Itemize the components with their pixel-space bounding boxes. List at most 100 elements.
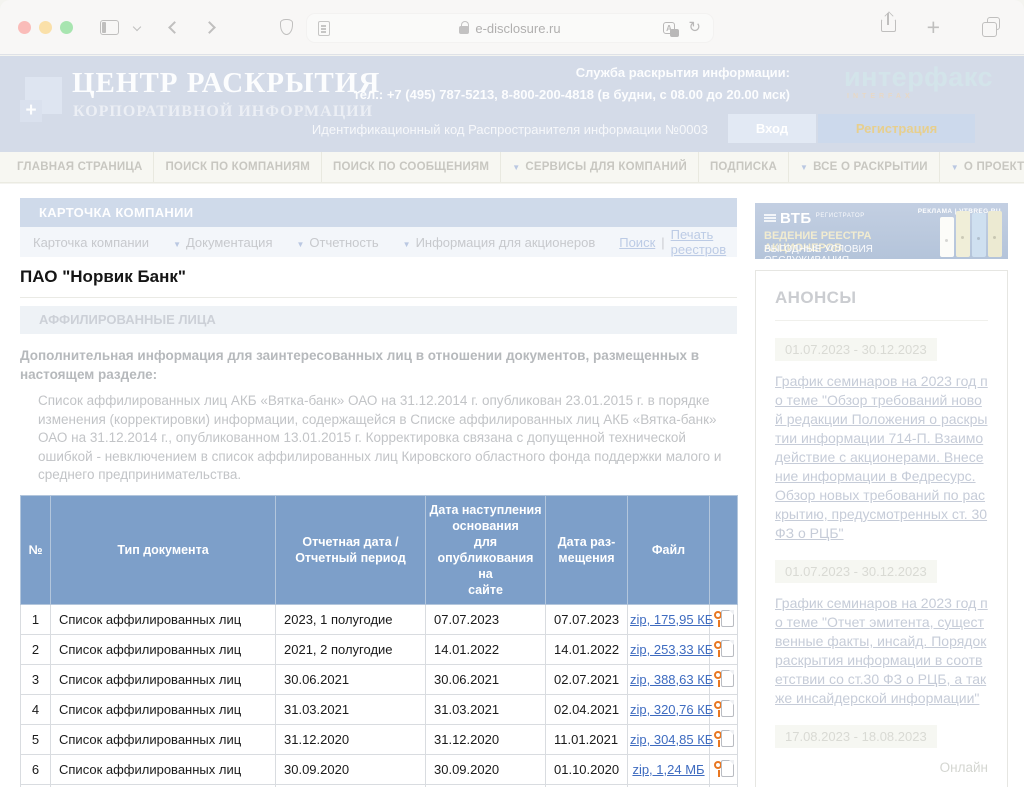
reload-icon[interactable] (688, 18, 701, 36)
documents-table: № Тип документа Отчетная дата / Отчетный… (20, 494, 738, 787)
nav-item-company-search[interactable]: ПОИСК ПО КОМПАНИЯМ (154, 152, 322, 182)
print-registry-link[interactable]: Печать реестров (670, 227, 727, 257)
dropdown-arrow-icon (951, 161, 959, 173)
announcement-item: 01.07.2023 - 30.12.2023 График семинаров… (775, 560, 988, 708)
subnav-documentation[interactable]: Документация (173, 235, 273, 250)
browser-chrome: e-disclosure.ru (0, 0, 1024, 55)
nav-item-message-search[interactable]: ПОИСК ПО СООБЩЕНИЯМ (322, 152, 502, 182)
subnav-shareholder-info[interactable]: Информация для акционеров (403, 235, 596, 250)
table-row: 1 Список аффилированных лиц 2023, 1 полу… (20, 603, 738, 635)
col-num: № (20, 494, 51, 605)
privacy-shield-icon[interactable] (280, 19, 293, 35)
section-title: АФФИЛИРОВАННЫЕ ЛИЦА (20, 306, 737, 334)
announcement-mode: Онлайн (939, 760, 988, 775)
col-doc-type: Тип документа (50, 494, 276, 605)
lock-icon (459, 21, 470, 34)
signature-icon[interactable] (713, 669, 734, 689)
announcement-link[interactable]: График семинаров на 2023 год по теме "От… (775, 595, 988, 706)
new-tab-icon[interactable] (927, 14, 940, 41)
nav-item-about-disclosure[interactable]: ВСЕ О РАСКРЫТИИ (789, 152, 940, 182)
site-title: ЦЕНТР РАСКРЫТИЯ (72, 67, 381, 99)
card-subnav: Карточка компании Документация Отчетност… (20, 227, 737, 257)
zoom-window-button[interactable] (60, 21, 73, 34)
announcements-title: АНОНСЫ (775, 288, 988, 321)
company-name: ПАО "Норвик Банк" (20, 267, 737, 298)
window-controls (18, 21, 73, 34)
file-download-link[interactable]: zip, 175,95 КБ (630, 611, 714, 627)
file-download-link[interactable]: zip, 1,24 МБ (632, 761, 705, 777)
note-paragraph: Список аффилированных лиц АКБ «Вятка-бан… (38, 393, 722, 482)
nav-item-home[interactable]: ГЛАВНАЯ СТРАНИЦА (6, 152, 155, 182)
col-file: Файл (627, 494, 710, 605)
intro-paragraph: Дополнительная информация для заинтересо… (20, 348, 700, 382)
signature-icon[interactable] (713, 639, 734, 659)
site-logo[interactable] (20, 77, 62, 122)
announcements-panel: АНОНСЫ 01.07.2023 - 30.12.2023 График се… (755, 270, 1008, 787)
dropdown-arrow-icon (296, 235, 304, 250)
binders-image (940, 211, 1002, 257)
service-label: Служба раскрытия информации: (575, 65, 790, 80)
logo-plus-icon (20, 100, 42, 122)
dropdown-arrow-icon (800, 161, 808, 173)
page-content: КАРТОЧКА КОМПАНИИ Карточка компании Доку… (0, 184, 1024, 787)
interfax-logo[interactable]: интерфакс INTERFAX (844, 62, 993, 100)
site-header: ЦЕНТР РАСКРЫТИЯ КОРПОРАТИВНОЙ ИНФОРМАЦИИ… (0, 56, 1024, 152)
register-button[interactable]: Регистрация (818, 114, 975, 143)
col-basis-date: Дата наступления основания для опубликов… (425, 494, 546, 605)
col-published: Дата раз- мещения (545, 494, 628, 605)
vtb-ad-banner[interactable]: ВТБ РЕГИСТРАТОР РЕКЛАМА | VTBREG.RU ВЕДЕ… (755, 203, 1008, 259)
card-banner: КАРТОЧКА КОМПАНИИ (20, 198, 737, 227)
announcement-item: 17.08.2023 - 18.08.2023 Онлайн Раскрытие… (775, 725, 988, 787)
col-period: Отчетная дата / Отчетный период (275, 494, 426, 605)
vtb-brand: ВТБ (780, 210, 812, 227)
table-row: 7 Список аффилированных лиц 30.06.2020 3… (20, 783, 738, 787)
table-row: 4 Список аффилированных лиц 31.03.2021 3… (20, 693, 738, 725)
company-card: КАРТОЧКА КОМПАНИИ Карточка компании Доку… (20, 198, 738, 787)
dropdown-arrow-icon (403, 235, 411, 250)
search-link[interactable]: Поиск (619, 234, 656, 250)
file-download-link[interactable]: zip, 388,63 КБ (630, 671, 714, 687)
close-window-button[interactable] (18, 21, 31, 34)
nav-item-about-project[interactable]: О ПРОЕКТЕ (940, 152, 1024, 182)
file-download-link[interactable]: zip, 320,76 КБ (630, 701, 714, 717)
sidebar-toggle-icon[interactable] (100, 20, 119, 35)
forward-button[interactable] (203, 21, 216, 34)
nav-item-subscription[interactable]: ПОДПИСКА (699, 152, 789, 182)
announcement-link[interactable]: График семинаров на 2023 год по теме "Об… (775, 373, 988, 541)
vtb-brand-sub: РЕГИСТРАТОР (815, 213, 865, 219)
table-header-row: № Тип документа Отчетная дата / Отчетный… (20, 494, 738, 605)
tab-overview-icon[interactable] (982, 17, 1000, 37)
dropdown-arrow-icon (173, 235, 181, 250)
translate-icon[interactable] (663, 22, 679, 37)
address-bar[interactable]: e-disclosure.ru (306, 13, 714, 43)
link-divider: | (661, 234, 665, 250)
signature-icon[interactable] (713, 729, 734, 749)
login-button[interactable]: Вход (728, 114, 816, 143)
announcement-date: 01.07.2023 - 30.12.2023 (775, 338, 937, 361)
reader-mode-icon[interactable] (318, 21, 330, 36)
signature-icon[interactable] (713, 759, 734, 779)
announcement-date: 01.07.2023 - 30.12.2023 (775, 560, 937, 583)
file-download-link[interactable]: zip, 253,33 КБ (630, 641, 714, 657)
share-icon[interactable] (881, 13, 896, 32)
table-row: 5 Список аффилированных лиц 31.12.2020 3… (20, 723, 738, 755)
dropdown-arrow-icon (512, 161, 520, 173)
back-button[interactable] (168, 21, 181, 34)
minimize-window-button[interactable] (39, 21, 52, 34)
url-text: e-disclosure.ru (475, 20, 561, 36)
subnav-company-card[interactable]: Карточка компании (33, 234, 150, 250)
site-subtitle: КОРПОРАТИВНОЙ ИНФОРМАЦИИ (73, 103, 374, 120)
chevron-down-icon[interactable] (132, 22, 142, 32)
subnav-reporting[interactable]: Отчетность (296, 235, 378, 250)
file-download-link[interactable]: zip, 304,85 КБ (630, 731, 714, 747)
announcement-date: 17.08.2023 - 18.08.2023 (775, 725, 937, 748)
service-phone: тел.: +7 (495) 787-5213, 8-800-200-4818 … (353, 87, 790, 102)
signature-icon[interactable] (713, 609, 734, 629)
table-row: 6 Список аффилированных лиц 30.09.2020 3… (20, 753, 738, 785)
main-nav: ГЛАВНАЯ СТРАНИЦА ПОИСК ПО КОМПАНИЯМ ПОИС… (0, 152, 1024, 183)
distributor-id-code: Идентификационный код Распространителя и… (311, 122, 708, 137)
announcement-item: 01.07.2023 - 30.12.2023 График семинаров… (775, 338, 988, 543)
table-row: 2 Список аффилированных лиц 2021, 2 полу… (20, 633, 738, 665)
signature-icon[interactable] (713, 699, 734, 719)
nav-item-company-services[interactable]: СЕРВИСЫ ДЛЯ КОМПАНИЙ (501, 152, 699, 182)
